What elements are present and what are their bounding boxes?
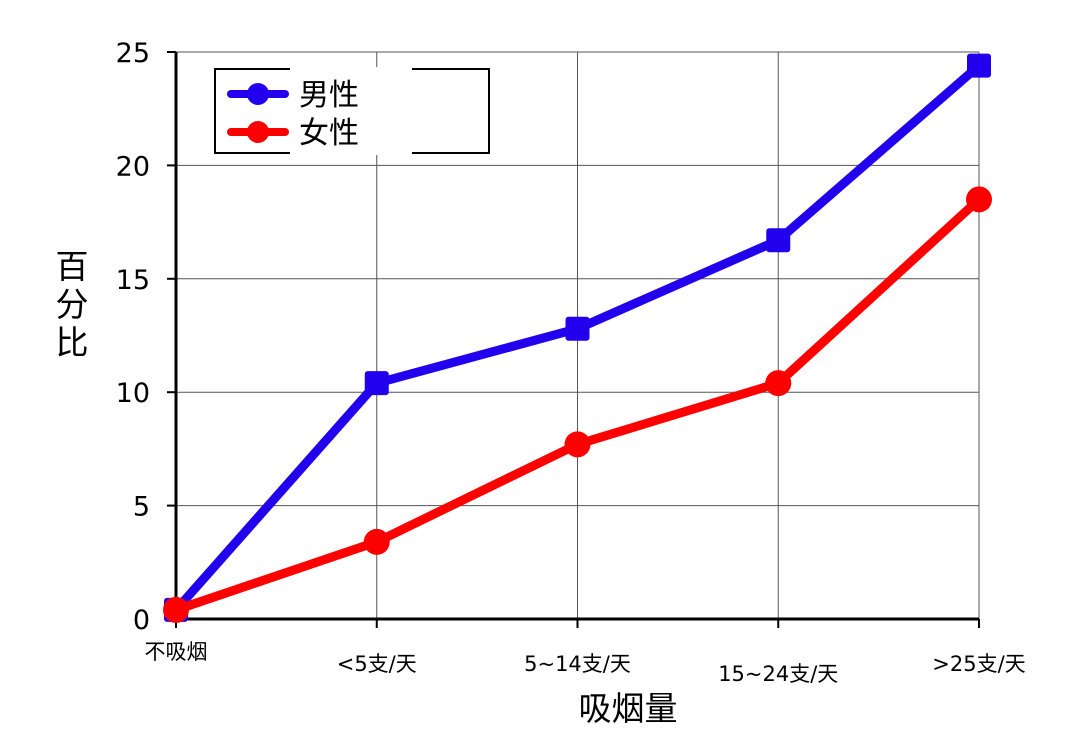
series-layer [163,53,992,623]
x-tick-label: >25支/天 [932,652,1025,676]
data-point [163,596,189,623]
y-tick-label: 15 [116,265,150,296]
x-tick-label: 不吸烟 [145,640,208,664]
data-point [766,228,791,253]
legend-marker [247,121,269,143]
y-tick-label: 5 [133,492,150,523]
y-tick-label: 20 [116,151,150,182]
x-tick-label: 5~14支/天 [524,652,631,676]
data-point [363,528,390,555]
y-tick-labels: 0 5 10 15 20 25 [116,38,150,636]
legend-label: 男性 [299,78,359,113]
x-tick-label: <5支/天 [337,652,417,676]
legend-label: 女性 [299,116,359,151]
x-tick-label: 15~24支/天 [718,662,838,686]
legend-item: 男性 [227,78,359,113]
legend-item: 女性 [227,116,359,151]
x-tick-labels: 不吸烟 <5支/天 5~14支/天 15~24支/天 >25支/天 [145,640,1026,686]
data-point [565,316,590,341]
y-tick-label: 10 [116,378,150,409]
y-tick-label: 0 [133,605,150,636]
data-point [364,371,389,396]
data-point [966,186,992,213]
series-2 [163,186,992,623]
x-axis-title: 吸烟量 [579,689,678,728]
y-axis-title: 百分比 [56,247,89,362]
y-tick-label: 25 [116,38,150,69]
axes [167,51,980,628]
legend-marker [247,83,269,105]
data-point [564,431,591,458]
data-point [967,53,991,78]
data-point [765,370,792,397]
legend-label-backing [290,67,412,155]
